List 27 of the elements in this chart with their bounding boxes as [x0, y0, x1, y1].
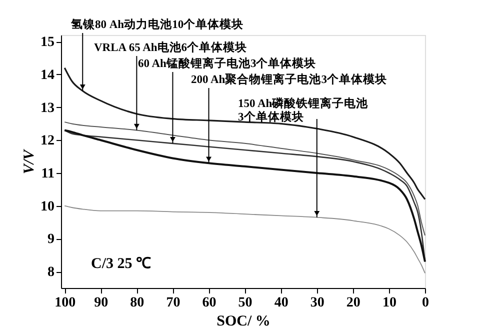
x-tick-label: 50 — [238, 296, 252, 310]
x-tick-label: 0 — [422, 296, 429, 310]
x-tick-label: 30 — [310, 296, 324, 310]
y-tick-label: 8 — [48, 265, 54, 280]
text: 150 Ah磷酸铁锂离子电池 3个单体模块 — [238, 96, 370, 124]
text: 氢镍80 Ah动力电池10个单体模块 — [70, 17, 244, 31]
y-tick-label: 12 — [40, 134, 54, 149]
x-axis-title: SOC/ % — [216, 314, 270, 330]
text: 200 Ah聚合物锂离子电池3个单体模块 — [191, 72, 387, 86]
y-tick-label: 11 — [41, 166, 54, 182]
x-tick-label: 60 — [202, 296, 216, 310]
text: VRLA 65 Ah电池6个单体模块 — [94, 40, 248, 54]
text: 60 Ah锰酸锂离子电池3个单体模块 — [138, 56, 316, 70]
y-tick-label: 13 — [40, 100, 54, 116]
x-tick-label: 40 — [274, 296, 288, 310]
x-tick-label: 20 — [346, 296, 360, 310]
y-tick-label: 10 — [40, 199, 54, 214]
x-tick-label: 90 — [94, 296, 108, 310]
x-tick-label: 10 — [382, 296, 396, 310]
y-tick-label: 9 — [48, 232, 54, 248]
annotation: C/3 25 ℃ — [91, 256, 151, 272]
x-tick-label: 70 — [166, 296, 180, 310]
y-tick-label: 14 — [40, 68, 54, 83]
x-tick-label: 100 — [54, 296, 76, 310]
y-axis-title: V/V — [22, 148, 38, 174]
x-tick-label: 80 — [130, 296, 144, 310]
y-tick-label: 15 — [40, 35, 54, 50]
